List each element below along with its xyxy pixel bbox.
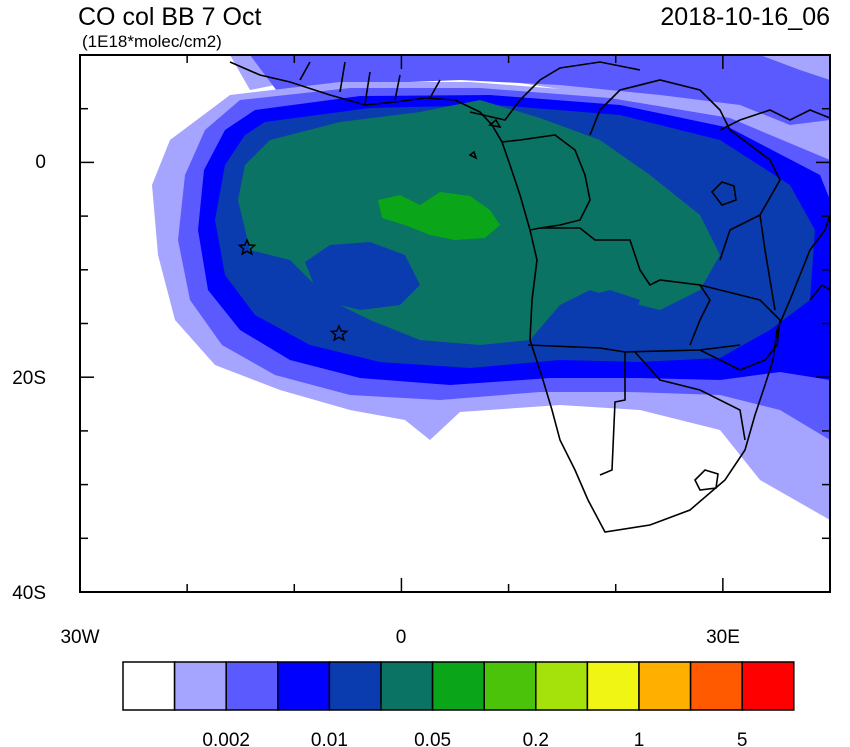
colorbar-swatch [277,661,331,711]
island-2 [468,150,478,160]
colorbar-swatch [173,661,227,711]
plot-title: CO col BB 7 Oct [78,3,261,31]
colorbar-label: 0.2 [523,730,549,747]
y-tick-label: 40S [12,583,46,604]
border-7 [699,284,781,371]
contour-medium-north [250,55,830,125]
contour-darkblue-inner [305,242,420,310]
coastlines [229,61,830,533]
y-tick-label: 20S [12,368,46,389]
border-10 [719,109,830,131]
colorbar-swatch [741,661,795,711]
contour-green [378,192,500,240]
lesotho [694,469,719,491]
colorbar-swatch [122,661,176,711]
colorbar-label: 5 [737,730,748,747]
border-9 [299,61,441,105]
border-5 [634,351,746,441]
co-column-field [80,55,830,592]
x-tick-label: 30E [706,627,740,648]
colorbar-swatch [586,661,640,711]
y-tick-label: 0 [35,152,46,173]
colorbar-swatch [431,661,485,711]
border-2 [540,227,711,346]
border-8 [469,61,641,121]
colorbar-label: 0.05 [414,730,451,747]
border-11 [759,214,776,311]
colorbar-swatch [689,661,743,711]
island-1 [488,118,502,129]
colorbar-label: 1 [634,730,645,747]
colorbar-swatch [328,661,382,711]
x-tick-label: 0 [396,627,407,648]
star-marker [329,324,349,342]
contour-darkblue-inner-2 [565,290,640,335]
colorbar-swatch [638,661,692,711]
lake-victoria [710,181,737,206]
madagascar [809,283,830,301]
colorbar-swatch [535,661,589,711]
colorbar [122,661,795,711]
timestamp: 2018-10-16_06 [660,3,830,31]
colorbar-swatch [225,661,279,711]
border-4 [599,352,626,476]
colorbar-swatch [483,661,537,711]
border-1 [501,134,591,231]
tick-marks [79,54,831,593]
colorbar-label: 0.01 [311,730,348,747]
colorbar-labels: 0.002 0.01 0.05 0.2 1 5 [202,730,747,747]
x-tick-label: 30W [60,627,99,648]
colorbar-label: 0.002 [202,730,250,747]
star-marker [237,238,257,256]
africa-coastline [229,61,830,533]
colorbar-swatch [380,661,434,711]
markers [237,238,349,342]
units-label: (1E18*molec/cm2) [82,32,222,51]
